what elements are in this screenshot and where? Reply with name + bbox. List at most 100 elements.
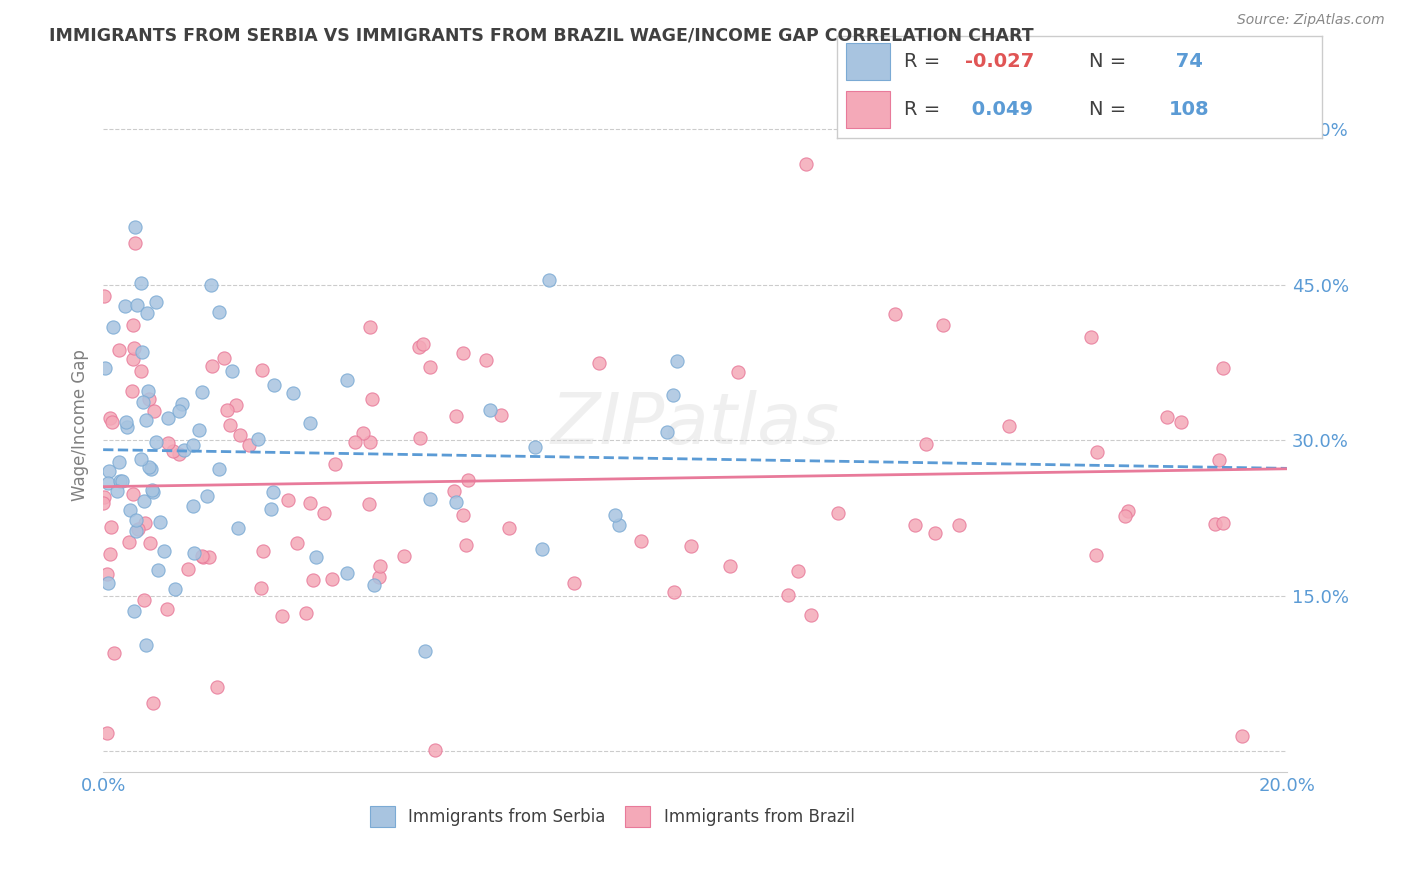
Text: 74: 74: [1168, 52, 1202, 70]
Point: [359, 497, 381, 511]
Point: [111, 475, 134, 489]
Point: [115, 415, 138, 429]
Text: ZIPatlas: ZIPatlas: [551, 390, 839, 459]
Point: [344, 434, 367, 449]
Point: [367, 570, 389, 584]
Point: [299, 496, 322, 510]
Point: [191, 549, 214, 563]
Point: [451, 508, 474, 522]
Point: [679, 540, 702, 554]
Point: [1087, 445, 1109, 459]
Point: [91, 496, 114, 510]
Point: [657, 425, 679, 439]
Point: [117, 419, 139, 434]
Point: [134, 516, 156, 530]
Point: [131, 344, 153, 359]
Point: [96, 726, 118, 740]
Point: [190, 384, 212, 399]
Point: [588, 356, 610, 370]
Point: [138, 459, 160, 474]
Point: [1170, 415, 1192, 429]
Point: [122, 604, 145, 618]
Point: [419, 360, 441, 375]
Point: [125, 524, 148, 538]
Point: [108, 455, 131, 469]
Point: [129, 364, 152, 378]
Point: [924, 525, 946, 540]
Point: [305, 549, 328, 564]
Point: [246, 432, 269, 446]
Point: [136, 384, 159, 398]
Point: [277, 493, 299, 508]
Text: R =: R =: [904, 52, 948, 70]
Point: [103, 646, 125, 660]
Point: [336, 373, 359, 387]
Point: [283, 386, 305, 401]
Point: [1116, 504, 1139, 518]
Point: [103, 319, 125, 334]
Point: [1212, 361, 1234, 376]
Point: [97, 476, 120, 491]
Point: [93, 491, 115, 505]
Point: [100, 415, 122, 429]
Point: [135, 413, 157, 427]
Legend: Immigrants from Serbia, Immigrants from Brazil: Immigrants from Serbia, Immigrants from …: [363, 799, 862, 833]
Point: [200, 277, 222, 292]
Point: [321, 572, 343, 586]
Point: [1211, 516, 1233, 530]
Point: [183, 438, 205, 452]
Point: [188, 423, 211, 437]
Point: [100, 519, 122, 533]
Point: [157, 436, 180, 450]
Point: [607, 518, 630, 533]
Point: [225, 398, 247, 412]
Point: [1204, 517, 1226, 532]
Point: [97, 464, 120, 478]
Point: [370, 558, 392, 573]
Point: [252, 363, 274, 377]
Point: [336, 566, 359, 580]
Point: [666, 354, 689, 368]
Point: [630, 534, 652, 549]
Point: [124, 236, 146, 251]
Point: [475, 352, 498, 367]
Point: [249, 581, 271, 595]
Point: [423, 742, 446, 756]
Point: [915, 437, 938, 451]
Point: [444, 409, 467, 424]
Point: [146, 563, 169, 577]
Text: IMMIGRANTS FROM SERBIA VS IMMIGRANTS FROM BRAZIL WAGE/INCOME GAP CORRELATION CHA: IMMIGRANTS FROM SERBIA VS IMMIGRANTS FRO…: [49, 27, 1033, 45]
Text: 0.049: 0.049: [965, 100, 1033, 119]
Point: [96, 567, 118, 582]
Point: [118, 535, 141, 549]
Text: N =: N =: [1088, 52, 1132, 70]
Point: [152, 543, 174, 558]
Point: [418, 491, 440, 506]
Point: [181, 499, 204, 513]
Point: [208, 462, 231, 476]
Point: [904, 517, 927, 532]
Point: [208, 305, 231, 319]
Point: [479, 403, 502, 417]
Point: [177, 562, 200, 576]
Point: [170, 397, 193, 411]
Point: [456, 538, 478, 552]
Point: [270, 609, 292, 624]
Point: [498, 520, 520, 534]
Point: [1085, 548, 1108, 562]
Point: [124, 219, 146, 234]
Point: [149, 516, 172, 530]
Point: [489, 408, 512, 422]
Point: [359, 434, 381, 449]
Point: [299, 417, 322, 431]
Point: [1156, 410, 1178, 425]
Point: [285, 536, 308, 550]
Point: [108, 474, 131, 488]
Point: [562, 575, 585, 590]
Point: [457, 473, 479, 487]
Point: [129, 276, 152, 290]
Point: [142, 696, 165, 710]
Point: [122, 487, 145, 501]
Point: [205, 680, 228, 694]
Point: [214, 351, 236, 365]
